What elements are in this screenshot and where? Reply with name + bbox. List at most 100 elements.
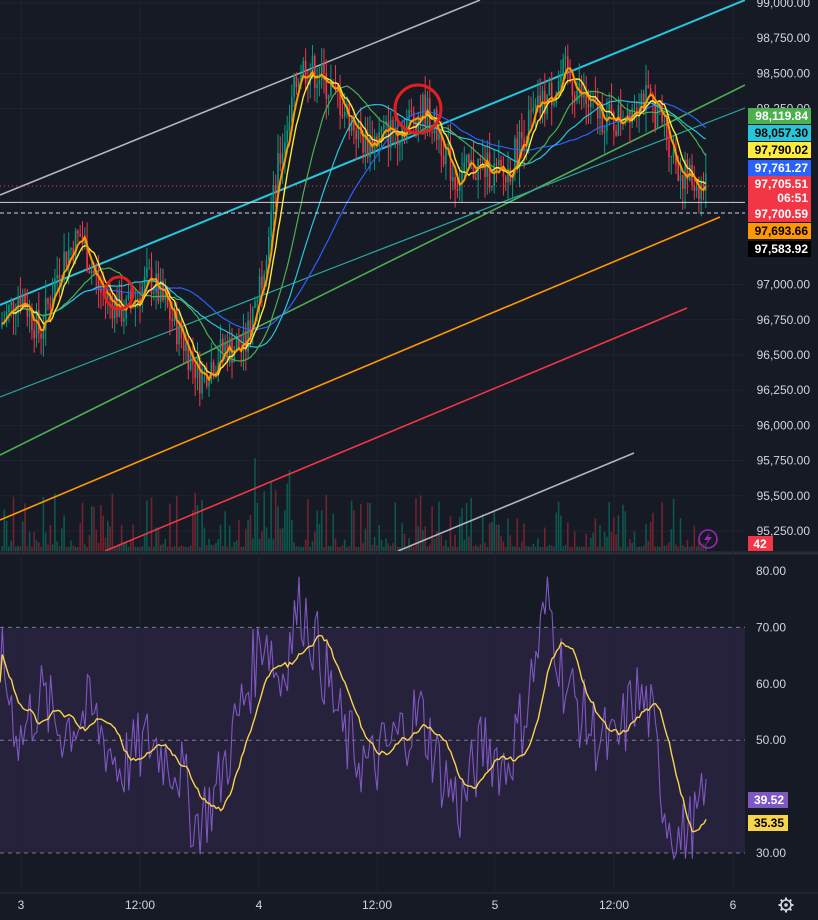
rsi-tag-label: 39.52 [754,793,784,807]
candle [58,274,61,279]
volume-bar [130,539,132,551]
volume-bar [360,504,362,551]
rsi-tag [748,815,788,831]
volume-bar [31,546,33,551]
candle [357,120,360,140]
volume-bar [659,546,661,551]
candle [15,312,17,315]
candle [475,178,477,180]
volume-bar [54,493,56,551]
volume-bar [553,546,555,551]
volume-bar [316,510,318,551]
channel-lines[interactable] [0,0,745,551]
volume-bar [640,546,643,551]
candle [440,134,443,156]
volume-bar [376,545,378,551]
candle [387,121,390,148]
rsi-tick-label: 80.00 [756,564,786,578]
rsi-tag [748,792,788,808]
volume-bar [670,529,673,551]
volume-bar [463,539,466,551]
candle [636,108,638,113]
volume-bar [468,536,470,551]
volume-bar [215,543,217,551]
volume-bar [454,534,456,551]
volume-bar [369,502,371,551]
candle [677,165,679,182]
gear-icon[interactable] [778,897,794,913]
candle [88,270,91,274]
volume-bar [507,518,509,551]
candle [70,248,72,250]
candle [26,307,29,317]
price-tag-label: 06:51 [777,191,808,205]
volume-bar [164,538,167,551]
volume-bar [532,543,535,551]
volume-bar [346,546,348,551]
volume-bar [40,546,42,551]
volume-bar [550,545,553,551]
candle [419,115,422,120]
candle [318,80,321,85]
volume-bar [61,528,63,551]
volume-bar [189,545,192,551]
candle [576,90,578,102]
volume-bar [205,545,208,551]
price-pane[interactable] [0,0,745,551]
gear-tooth [779,898,784,903]
candle [613,112,615,131]
volume-bar [470,497,472,551]
volume-bar [93,507,95,551]
volume-bar [127,546,130,551]
candle [578,82,581,91]
candle [164,294,167,300]
rsi-axis[interactable]: 80.00 70.00 60.00 50.00 30.00 [756,564,786,860]
volume-bar [288,470,291,551]
volume-bar [125,543,127,551]
candle [502,167,505,177]
candle [371,136,374,152]
volume-bar [185,546,187,551]
rsi-line [0,576,707,861]
candle [603,130,606,133]
volume-bar [429,544,431,551]
candle [596,101,599,119]
price-axis[interactable]: 99,000.0098,750.0098,500.0098,250.0097,0… [757,0,811,538]
ma-line [1,67,707,383]
volume-bar [445,540,447,551]
volume-bar [222,546,224,551]
candle [93,270,95,274]
volume-bar [672,498,675,551]
candle [245,330,247,352]
price-tick-label: 95,500.00 [757,489,811,503]
volume-bar [403,533,406,551]
volume-bar [396,546,399,551]
volume-bar [116,546,118,551]
volume-bar [675,544,677,551]
volume-bar [636,546,638,551]
volume-bar [263,491,265,551]
lightning-icon[interactable] [698,529,718,549]
volume-bar [537,538,539,551]
volume-bar [90,506,93,551]
price-tag [748,176,811,192]
candle [468,154,470,166]
candle [491,186,493,188]
gear-tooth [788,907,793,912]
candle [288,121,291,131]
highlight-circles[interactable] [103,83,443,311]
time-axis[interactable]: 3 12:00 4 12:00 5 12:00 6 [18,898,737,912]
volume-bar [438,501,440,551]
volume-bar [201,500,203,551]
volume-bar [431,506,433,551]
volume-bar [238,520,240,551]
price-tick-label: 98,750.00 [757,31,811,45]
volume-bar [293,542,295,551]
volume-bar [619,546,622,551]
candle [590,99,592,108]
volume-bar [624,511,627,551]
candle [580,82,583,98]
volume-bar [28,531,31,551]
candle [56,274,58,279]
